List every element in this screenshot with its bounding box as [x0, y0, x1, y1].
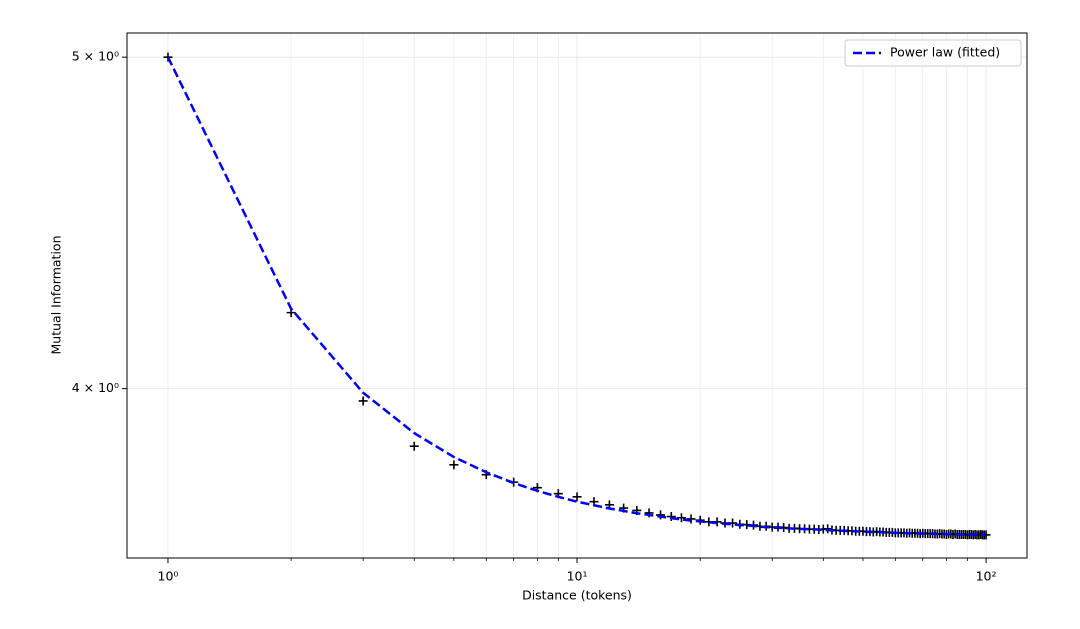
- data-point: [572, 492, 582, 502]
- data-point: [358, 396, 368, 406]
- x-tick-label: 10⁰: [158, 569, 179, 584]
- y-axis-label: Mutual Information: [49, 236, 64, 355]
- x-tick-label: 10²: [976, 569, 997, 584]
- legend-label: Power law (fitted): [890, 45, 1000, 60]
- data-point: [409, 441, 419, 451]
- fit-line: [166, 56, 987, 537]
- data-point: [676, 513, 686, 523]
- grid: [127, 33, 1027, 558]
- x-axis-label: Distance (tokens): [522, 588, 632, 603]
- y-tick-label: 4 × 10⁰: [72, 380, 119, 395]
- data-point: [449, 460, 459, 470]
- x-tick-label: 10¹: [567, 569, 588, 584]
- plot-area: [163, 52, 991, 540]
- legend: [844, 39, 1022, 67]
- y-tick-label: 5 × 10⁰: [72, 49, 119, 64]
- data-point: [666, 512, 676, 522]
